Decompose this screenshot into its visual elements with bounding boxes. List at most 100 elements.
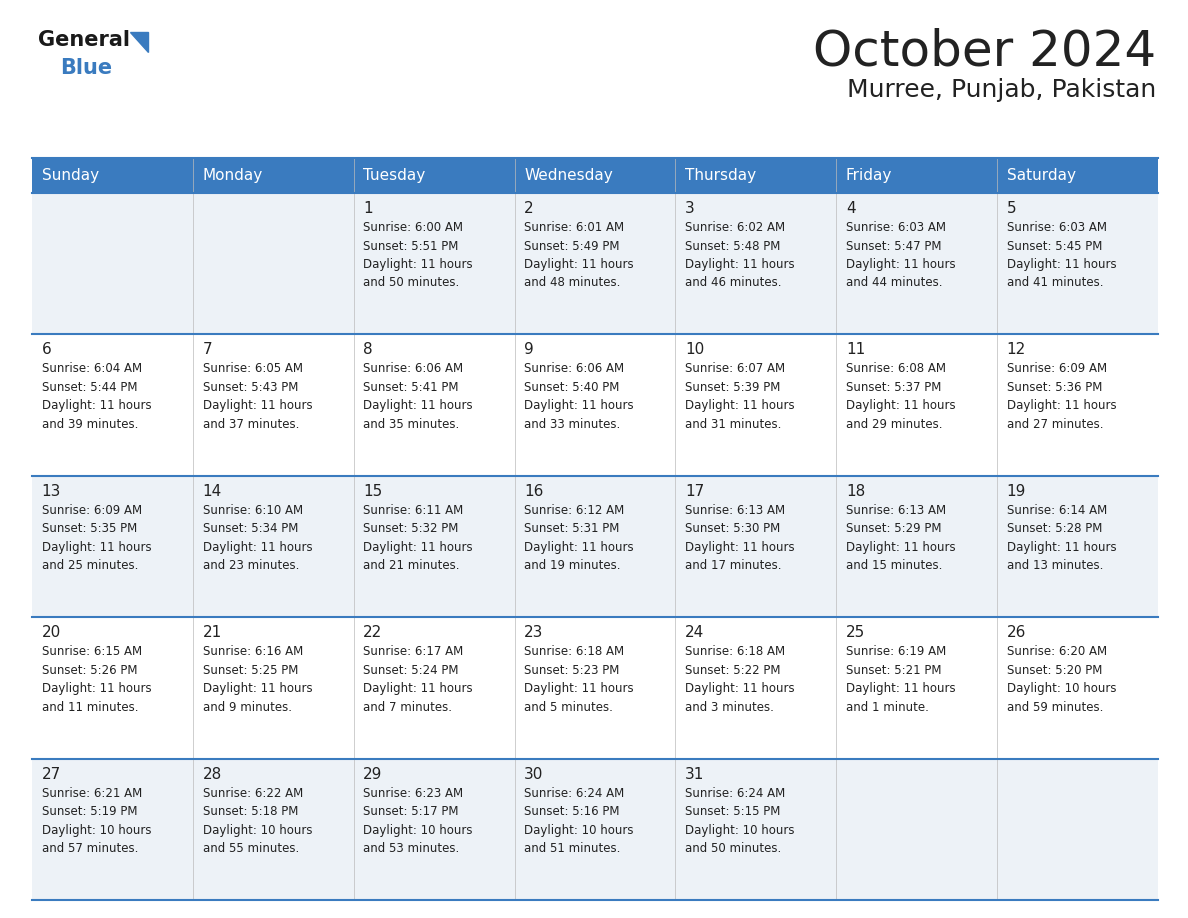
Bar: [836, 476, 997, 617]
Bar: [32, 476, 192, 617]
Bar: [676, 158, 836, 193]
Text: 8: 8: [364, 342, 373, 357]
Text: Sunrise: 6:22 AM
Sunset: 5:18 PM
Daylight: 10 hours
and 55 minutes.: Sunrise: 6:22 AM Sunset: 5:18 PM Dayligh…: [202, 787, 312, 855]
Text: 9: 9: [524, 342, 533, 357]
Text: Sunrise: 6:14 AM
Sunset: 5:28 PM
Daylight: 11 hours
and 13 minutes.: Sunrise: 6:14 AM Sunset: 5:28 PM Dayligh…: [1006, 504, 1117, 572]
Text: 5: 5: [1006, 201, 1017, 216]
Text: 16: 16: [524, 484, 544, 498]
Bar: [997, 334, 1158, 476]
Polygon shape: [129, 32, 148, 52]
Bar: [354, 758, 514, 900]
Text: Sunrise: 6:17 AM
Sunset: 5:24 PM
Daylight: 11 hours
and 7 minutes.: Sunrise: 6:17 AM Sunset: 5:24 PM Dayligh…: [364, 645, 473, 713]
Bar: [32, 193, 192, 334]
Text: Wednesday: Wednesday: [524, 168, 613, 183]
Text: Murree, Punjab, Pakistan: Murree, Punjab, Pakistan: [847, 78, 1156, 102]
Text: Monday: Monday: [202, 168, 263, 183]
Bar: [192, 334, 354, 476]
Bar: [354, 476, 514, 617]
Text: 10: 10: [685, 342, 704, 357]
Text: Sunrise: 6:04 AM
Sunset: 5:44 PM
Daylight: 11 hours
and 39 minutes.: Sunrise: 6:04 AM Sunset: 5:44 PM Dayligh…: [42, 363, 151, 431]
Bar: [676, 617, 836, 758]
Text: 24: 24: [685, 625, 704, 640]
Text: Sunrise: 6:09 AM
Sunset: 5:35 PM
Daylight: 11 hours
and 25 minutes.: Sunrise: 6:09 AM Sunset: 5:35 PM Dayligh…: [42, 504, 151, 572]
Text: 22: 22: [364, 625, 383, 640]
Bar: [997, 158, 1158, 193]
Text: Sunrise: 6:03 AM
Sunset: 5:47 PM
Daylight: 11 hours
and 44 minutes.: Sunrise: 6:03 AM Sunset: 5:47 PM Dayligh…: [846, 221, 955, 289]
Text: Sunrise: 6:01 AM
Sunset: 5:49 PM
Daylight: 11 hours
and 48 minutes.: Sunrise: 6:01 AM Sunset: 5:49 PM Dayligh…: [524, 221, 634, 289]
Text: Sunday: Sunday: [42, 168, 99, 183]
Bar: [997, 617, 1158, 758]
Bar: [32, 758, 192, 900]
Text: Sunrise: 6:02 AM
Sunset: 5:48 PM
Daylight: 11 hours
and 46 minutes.: Sunrise: 6:02 AM Sunset: 5:48 PM Dayligh…: [685, 221, 795, 289]
Text: 4: 4: [846, 201, 855, 216]
Text: Sunrise: 6:18 AM
Sunset: 5:22 PM
Daylight: 11 hours
and 3 minutes.: Sunrise: 6:18 AM Sunset: 5:22 PM Dayligh…: [685, 645, 795, 713]
Bar: [32, 158, 192, 193]
Text: Sunrise: 6:13 AM
Sunset: 5:30 PM
Daylight: 11 hours
and 17 minutes.: Sunrise: 6:13 AM Sunset: 5:30 PM Dayligh…: [685, 504, 795, 572]
Bar: [676, 758, 836, 900]
Text: 20: 20: [42, 625, 61, 640]
Text: 23: 23: [524, 625, 544, 640]
Bar: [192, 193, 354, 334]
Text: Sunrise: 6:12 AM
Sunset: 5:31 PM
Daylight: 11 hours
and 19 minutes.: Sunrise: 6:12 AM Sunset: 5:31 PM Dayligh…: [524, 504, 634, 572]
Text: Sunrise: 6:00 AM
Sunset: 5:51 PM
Daylight: 11 hours
and 50 minutes.: Sunrise: 6:00 AM Sunset: 5:51 PM Dayligh…: [364, 221, 473, 289]
Text: 21: 21: [202, 625, 222, 640]
Bar: [32, 334, 192, 476]
Text: Sunrise: 6:10 AM
Sunset: 5:34 PM
Daylight: 11 hours
and 23 minutes.: Sunrise: 6:10 AM Sunset: 5:34 PM Dayligh…: [202, 504, 312, 572]
Text: Sunrise: 6:05 AM
Sunset: 5:43 PM
Daylight: 11 hours
and 37 minutes.: Sunrise: 6:05 AM Sunset: 5:43 PM Dayligh…: [202, 363, 312, 431]
Text: October 2024: October 2024: [813, 28, 1156, 76]
Text: Sunrise: 6:06 AM
Sunset: 5:40 PM
Daylight: 11 hours
and 33 minutes.: Sunrise: 6:06 AM Sunset: 5:40 PM Dayligh…: [524, 363, 634, 431]
Bar: [836, 158, 997, 193]
Bar: [836, 617, 997, 758]
Text: 15: 15: [364, 484, 383, 498]
Text: 28: 28: [202, 767, 222, 781]
Text: Thursday: Thursday: [685, 168, 757, 183]
Text: Saturday: Saturday: [1006, 168, 1076, 183]
Text: Sunrise: 6:20 AM
Sunset: 5:20 PM
Daylight: 10 hours
and 59 minutes.: Sunrise: 6:20 AM Sunset: 5:20 PM Dayligh…: [1006, 645, 1117, 713]
Bar: [676, 334, 836, 476]
Text: 14: 14: [202, 484, 222, 498]
Text: 11: 11: [846, 342, 865, 357]
Text: Sunrise: 6:13 AM
Sunset: 5:29 PM
Daylight: 11 hours
and 15 minutes.: Sunrise: 6:13 AM Sunset: 5:29 PM Dayligh…: [846, 504, 955, 572]
Text: 19: 19: [1006, 484, 1026, 498]
Text: Sunrise: 6:23 AM
Sunset: 5:17 PM
Daylight: 10 hours
and 53 minutes.: Sunrise: 6:23 AM Sunset: 5:17 PM Dayligh…: [364, 787, 473, 855]
Bar: [997, 758, 1158, 900]
Text: Sunrise: 6:03 AM
Sunset: 5:45 PM
Daylight: 11 hours
and 41 minutes.: Sunrise: 6:03 AM Sunset: 5:45 PM Dayligh…: [1006, 221, 1117, 289]
Text: Sunrise: 6:15 AM
Sunset: 5:26 PM
Daylight: 11 hours
and 11 minutes.: Sunrise: 6:15 AM Sunset: 5:26 PM Dayligh…: [42, 645, 151, 713]
Text: Sunrise: 6:19 AM
Sunset: 5:21 PM
Daylight: 11 hours
and 1 minute.: Sunrise: 6:19 AM Sunset: 5:21 PM Dayligh…: [846, 645, 955, 713]
Text: Sunrise: 6:16 AM
Sunset: 5:25 PM
Daylight: 11 hours
and 9 minutes.: Sunrise: 6:16 AM Sunset: 5:25 PM Dayligh…: [202, 645, 312, 713]
Text: 29: 29: [364, 767, 383, 781]
Text: Sunrise: 6:21 AM
Sunset: 5:19 PM
Daylight: 10 hours
and 57 minutes.: Sunrise: 6:21 AM Sunset: 5:19 PM Dayligh…: [42, 787, 151, 855]
Bar: [192, 758, 354, 900]
Bar: [676, 193, 836, 334]
Bar: [836, 758, 997, 900]
Text: Sunrise: 6:24 AM
Sunset: 5:16 PM
Daylight: 10 hours
and 51 minutes.: Sunrise: 6:24 AM Sunset: 5:16 PM Dayligh…: [524, 787, 633, 855]
Text: 12: 12: [1006, 342, 1026, 357]
Text: Sunrise: 6:11 AM
Sunset: 5:32 PM
Daylight: 11 hours
and 21 minutes.: Sunrise: 6:11 AM Sunset: 5:32 PM Dayligh…: [364, 504, 473, 572]
Text: 25: 25: [846, 625, 865, 640]
Bar: [354, 334, 514, 476]
Text: Sunrise: 6:18 AM
Sunset: 5:23 PM
Daylight: 11 hours
and 5 minutes.: Sunrise: 6:18 AM Sunset: 5:23 PM Dayligh…: [524, 645, 634, 713]
Text: 27: 27: [42, 767, 61, 781]
Bar: [192, 158, 354, 193]
Bar: [192, 617, 354, 758]
Bar: [514, 334, 676, 476]
Bar: [676, 476, 836, 617]
Bar: [514, 758, 676, 900]
Text: 17: 17: [685, 484, 704, 498]
Text: 26: 26: [1006, 625, 1026, 640]
Text: 3: 3: [685, 201, 695, 216]
Bar: [514, 476, 676, 617]
Text: 7: 7: [202, 342, 213, 357]
Bar: [836, 193, 997, 334]
Bar: [192, 476, 354, 617]
Text: Sunrise: 6:06 AM
Sunset: 5:41 PM
Daylight: 11 hours
and 35 minutes.: Sunrise: 6:06 AM Sunset: 5:41 PM Dayligh…: [364, 363, 473, 431]
Text: 30: 30: [524, 767, 544, 781]
Text: 6: 6: [42, 342, 51, 357]
Text: Blue: Blue: [61, 58, 112, 78]
Bar: [514, 158, 676, 193]
Text: Friday: Friday: [846, 168, 892, 183]
Bar: [32, 617, 192, 758]
Text: 31: 31: [685, 767, 704, 781]
Bar: [997, 476, 1158, 617]
Bar: [354, 158, 514, 193]
